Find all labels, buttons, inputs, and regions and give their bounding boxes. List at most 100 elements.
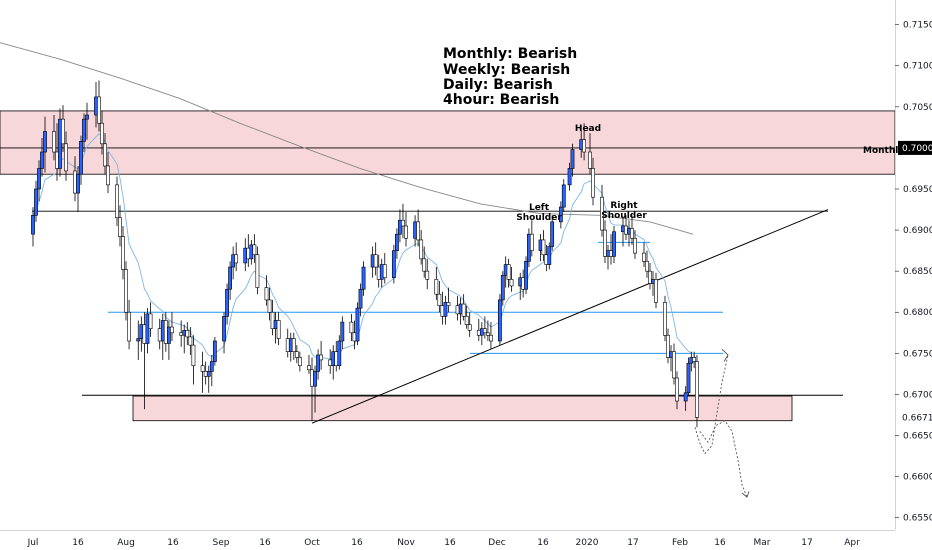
candle[interactable] — [683, 386, 688, 411]
candle[interactable] — [191, 335, 196, 385]
candle[interactable] — [633, 230, 637, 259]
candle[interactable] — [103, 133, 107, 175]
candle[interactable] — [467, 312, 472, 337]
candle[interactable] — [40, 138, 44, 177]
candle[interactable] — [188, 327, 193, 355]
time-axis[interactable]: Jul 16 Aug 16 Sep 16 Oct 16 Nov 16 Dec 16 2020 17 Feb 1… — [27, 538, 861, 548]
candle[interactable] — [498, 294, 502, 346]
candle[interactable] — [558, 201, 563, 229]
candle[interactable] — [422, 246, 427, 278]
candle[interactable] — [313, 365, 317, 413]
candle[interactable] — [148, 302, 153, 337]
candle[interactable] — [222, 312, 226, 354]
candle[interactable] — [97, 80, 101, 132]
candle[interactable] — [252, 234, 257, 263]
candle[interactable] — [340, 316, 345, 350]
candle[interactable] — [255, 246, 260, 295]
candle[interactable] — [267, 287, 272, 321]
candle[interactable] — [672, 343, 676, 385]
candle[interactable] — [425, 258, 430, 290]
candle[interactable] — [570, 143, 575, 177]
candle[interactable] — [76, 165, 80, 212]
candle[interactable] — [185, 322, 190, 346]
candle[interactable] — [443, 295, 448, 325]
candle[interactable] — [654, 272, 658, 309]
candle[interactable] — [550, 215, 555, 251]
candle[interactable] — [361, 261, 366, 296]
candle[interactable] — [307, 354, 311, 374]
candle[interactable] — [500, 271, 505, 306]
candle[interactable] — [666, 328, 670, 364]
candle[interactable] — [489, 322, 493, 350]
candle[interactable] — [506, 258, 511, 288]
candle[interactable] — [106, 152, 110, 194]
candle[interactable] — [319, 341, 323, 370]
candle[interactable] — [136, 320, 141, 360]
candle[interactable] — [612, 225, 616, 263]
candle[interactable] — [382, 253, 387, 284]
candle[interactable] — [482, 316, 487, 339]
candle[interactable] — [437, 281, 442, 313]
candle[interactable] — [692, 351, 697, 369]
candle[interactable] — [209, 354, 214, 387]
candle[interactable] — [85, 102, 89, 140]
candle[interactable] — [416, 209, 421, 247]
candle[interactable] — [391, 244, 396, 284]
candle[interactable] — [124, 261, 128, 321]
candle[interactable] — [31, 207, 35, 247]
candle[interactable] — [52, 115, 56, 161]
candle[interactable] — [645, 250, 649, 278]
candle[interactable] — [398, 209, 402, 243]
candle[interactable] — [316, 349, 320, 380]
candle[interactable] — [167, 320, 171, 360]
candle[interactable] — [648, 262, 652, 290]
candle[interactable] — [121, 225, 125, 280]
candle[interactable] — [297, 351, 302, 372]
candle[interactable] — [276, 312, 281, 346]
candle[interactable] — [663, 295, 667, 342]
candle[interactable] — [206, 365, 211, 393]
candle[interactable] — [561, 179, 566, 212]
candle[interactable] — [464, 305, 469, 329]
candle[interactable] — [115, 176, 119, 226]
candle[interactable] — [225, 283, 229, 325]
candle[interactable] — [434, 267, 439, 300]
candle[interactable] — [603, 220, 607, 263]
candle[interactable] — [264, 275, 269, 306]
candle[interactable] — [212, 336, 217, 366]
candle[interactable] — [200, 351, 205, 393]
candle[interactable] — [675, 371, 679, 410]
candle[interactable] — [234, 242, 239, 272]
candle[interactable] — [404, 212, 408, 247]
candle[interactable] — [100, 110, 104, 155]
candle[interactable] — [642, 242, 646, 268]
candle[interactable] — [695, 354, 699, 428]
candle[interactable] — [446, 287, 451, 313]
candle[interactable] — [582, 123, 586, 161]
candle[interactable] — [485, 320, 490, 342]
candle[interactable] — [461, 294, 466, 321]
candle[interactable] — [64, 131, 68, 181]
candle[interactable] — [37, 160, 41, 202]
candle[interactable] — [686, 357, 691, 397]
candle[interactable] — [630, 215, 634, 245]
candle[interactable] — [509, 267, 514, 292]
candle[interactable] — [79, 135, 83, 185]
candle[interactable] — [118, 205, 122, 247]
candle[interactable] — [591, 157, 595, 206]
candle[interactable] — [82, 113, 86, 153]
candle[interactable] — [349, 313, 354, 342]
candle[interactable] — [358, 283, 363, 317]
candle[interactable] — [228, 261, 233, 300]
candle[interactable] — [127, 299, 131, 350]
candle[interactable] — [373, 242, 378, 276]
candle[interactable] — [529, 220, 534, 257]
candle[interactable] — [355, 302, 360, 346]
candle[interactable] — [588, 133, 592, 175]
candle[interactable] — [419, 230, 424, 265]
candle[interactable] — [401, 203, 405, 239]
candle[interactable] — [43, 116, 47, 173]
candle[interactable] — [547, 242, 552, 270]
